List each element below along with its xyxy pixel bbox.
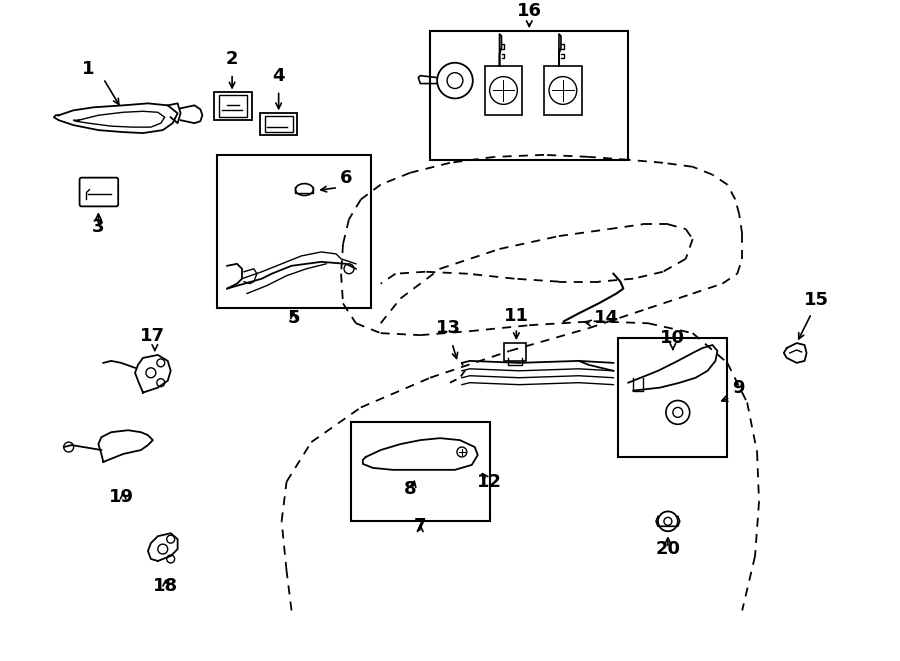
Bar: [351, 422, 490, 522]
Bar: [220, 95, 247, 117]
Text: 7: 7: [414, 518, 427, 535]
Text: 14: 14: [594, 309, 618, 327]
Text: 1: 1: [82, 59, 94, 77]
Bar: [544, 65, 581, 115]
Text: 19: 19: [109, 488, 134, 506]
Text: 8: 8: [404, 480, 417, 498]
Text: 12: 12: [477, 473, 502, 490]
Text: 6: 6: [340, 169, 352, 186]
Bar: [618, 338, 727, 457]
Text: 9: 9: [733, 379, 745, 397]
Bar: [214, 93, 252, 120]
Bar: [217, 155, 371, 309]
Text: 2: 2: [226, 50, 239, 67]
Text: 11: 11: [504, 307, 529, 325]
Bar: [265, 116, 292, 132]
Text: 4: 4: [273, 67, 285, 85]
Bar: [430, 31, 628, 160]
Text: 5: 5: [287, 309, 300, 327]
Bar: [485, 65, 522, 115]
Text: 10: 10: [661, 329, 686, 347]
Bar: [260, 113, 298, 135]
Text: 16: 16: [517, 2, 542, 20]
Text: 17: 17: [140, 327, 166, 345]
Text: 3: 3: [92, 218, 104, 236]
Text: 13: 13: [436, 319, 461, 337]
Bar: [505, 343, 526, 361]
Text: 15: 15: [804, 292, 829, 309]
Text: 18: 18: [153, 576, 178, 595]
Text: 20: 20: [655, 540, 680, 558]
